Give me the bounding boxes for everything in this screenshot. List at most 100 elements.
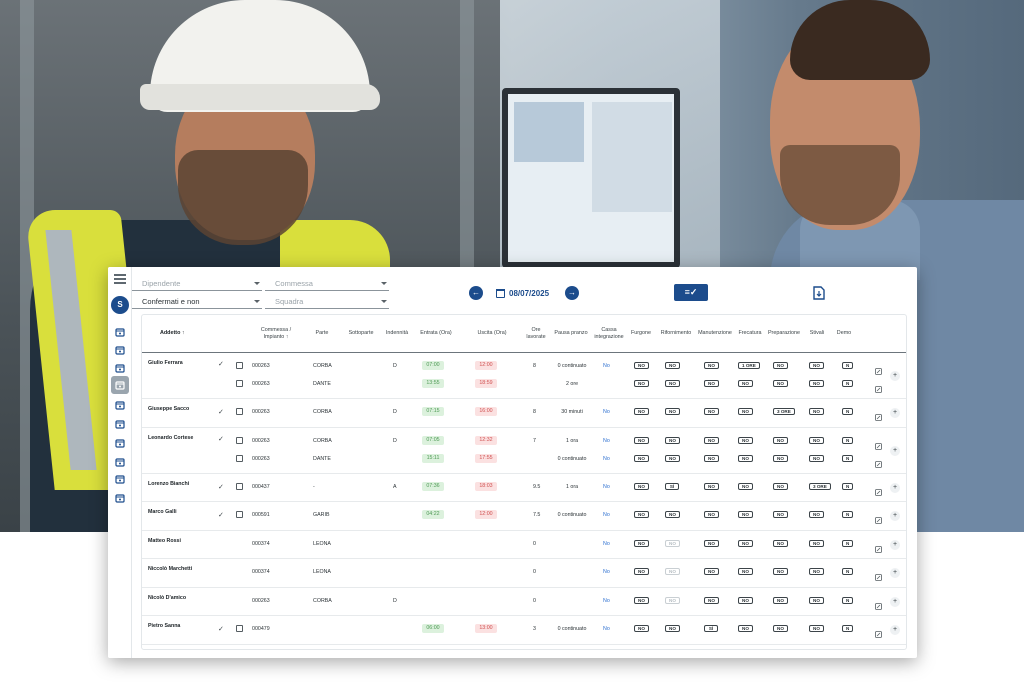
flag-pill[interactable]: NO [773,380,788,387]
flag-pill[interactable]: NO [809,539,824,547]
flag-pill[interactable]: NO [773,625,788,632]
calendar-check-icon[interactable] [113,361,127,375]
flag-pill[interactable]: NO [665,511,680,518]
entrata-time[interactable]: 06:00 [422,624,444,633]
line-select-checkbox[interactable] [236,408,243,415]
edit-icon[interactable] [875,483,882,496]
edit-icon[interactable] [875,597,882,610]
flag-pill[interactable]: 3 ORE [809,482,831,490]
flag-pill[interactable]: NO [634,596,649,604]
column-header-demo[interactable]: Demo [836,330,852,337]
column-header-parte[interactable]: Parte [315,330,329,337]
flag-pill[interactable]: NO [809,436,824,444]
export-document-button[interactable] [813,286,825,300]
add-line-button[interactable]: + [890,568,900,578]
flag-pill[interactable]: 1 ORE [738,362,760,369]
flag-pill[interactable]: N [842,568,854,575]
flag-pill[interactable]: NO [809,568,824,575]
line-select-checkbox[interactable] [236,625,243,632]
flag-pill[interactable]: NO [738,568,753,575]
calendar-alt-icon[interactable] [113,343,127,357]
flag-pill[interactable]: NO [773,596,788,604]
entrata-time[interactable]: 07:36 [422,481,444,491]
flag-pill[interactable]: NO [809,362,824,369]
flag-pill[interactable]: NO [665,625,680,632]
line-select-checkbox[interactable] [236,380,243,387]
uscita-time[interactable]: 12:32 [475,435,497,445]
flag-pill[interactable]: NO [738,625,753,632]
people-icon[interactable] [113,417,127,431]
uscita-time[interactable]: 18:03 [475,481,497,491]
line-select-checkbox[interactable] [236,454,243,462]
column-header-pausa[interactable]: Pausa pranzo [554,330,588,337]
edit-icon[interactable] [875,568,882,581]
flag-pill[interactable]: NO [773,362,788,369]
flag-pill[interactable]: NO [634,454,649,462]
flag-pill[interactable]: SÌ [704,625,718,632]
flag-pill[interactable]: N [842,362,854,369]
flag-pill[interactable]: NO [704,408,719,415]
edit-icon[interactable] [875,408,882,421]
flag-pill[interactable]: NO [809,408,824,415]
edit-icon[interactable] [875,625,882,638]
dipendente-select[interactable]: Dipendente [132,277,262,291]
uscita-time[interactable]: 12:00 [475,510,497,519]
entrata-time[interactable]: 07:15 [422,407,444,416]
flag-pill[interactable]: N [842,482,854,490]
flag-pill[interactable]: NO [809,511,824,518]
line-select-checkbox[interactable] [236,436,243,444]
next-day-button[interactable]: → [565,286,579,300]
flag-pill[interactable]: NO [773,482,788,490]
flag-pill[interactable]: NO [634,482,649,490]
flag-pill[interactable]: NO [773,568,788,575]
entrata-time[interactable]: 15:11 [422,453,444,463]
squadra-select[interactable]: Squadra [265,295,389,309]
column-header-commessa[interactable]: Commessa / Impianto ↑ [260,326,292,340]
flag-pill[interactable]: NO [738,539,753,547]
flag-pill[interactable]: NO [634,436,649,444]
edit-icon[interactable] [875,362,882,375]
flag-pill[interactable]: NO [773,539,788,547]
entrata-time[interactable]: 13:55 [422,379,444,388]
user-avatar[interactable]: S [111,296,129,314]
menu-icon[interactable] [114,274,126,284]
flag-pill[interactable]: NO [704,482,719,490]
edit-icon[interactable] [875,437,882,450]
flag-pill[interactable]: NO [738,408,753,415]
column-header-entrata[interactable]: Entrata (Ora) [420,330,452,337]
flag-pill[interactable]: NO [704,454,719,462]
line-select-checkbox[interactable] [236,482,243,490]
column-header-uscita[interactable]: Uscita (Ora) [477,330,507,337]
flag-pill[interactable]: NO [704,568,719,575]
add-line-button[interactable]: + [890,371,900,381]
flag-pill[interactable]: NO [809,596,824,604]
mountain-icon[interactable] [113,455,127,469]
uscita-time[interactable]: 16:00 [475,407,497,416]
flag-pill[interactable]: NO [704,596,719,604]
flag-pill[interactable]: 3 ORE [773,408,795,415]
add-line-button[interactable]: + [890,539,900,550]
flag-pill[interactable]: NO [773,436,788,444]
flag-pill[interactable]: NO [634,511,649,518]
add-line-button[interactable]: + [890,511,900,521]
flag-pill[interactable]: NO [809,625,824,632]
flag-pill[interactable]: NO [634,568,649,575]
edit-icon[interactable] [875,540,882,553]
previous-day-button[interactable]: ← [469,286,483,300]
entrata-time[interactable]: 07:05 [422,435,444,445]
uscita-time[interactable]: 13:00 [475,624,497,633]
column-header-manutenzione[interactable]: Manutenzione [698,330,732,337]
flag-pill[interactable]: N [842,436,854,444]
flag-pill[interactable]: NO [634,380,649,387]
flag-pill[interactable]: NO [704,436,719,444]
flag-pill[interactable]: N [842,454,854,462]
flag-pill[interactable]: NO [665,596,680,604]
clock-icon[interactable] [111,376,129,394]
flag-pill[interactable]: NO [704,539,719,547]
flag-pill[interactable]: NO [809,380,824,387]
edit-icon[interactable] [875,455,882,468]
stato-select[interactable]: Confermati e non [132,295,262,309]
add-line-button[interactable]: + [890,625,900,635]
flag-pill[interactable]: NO [704,362,719,369]
column-header-preparazione[interactable]: Preparazione [767,330,801,337]
